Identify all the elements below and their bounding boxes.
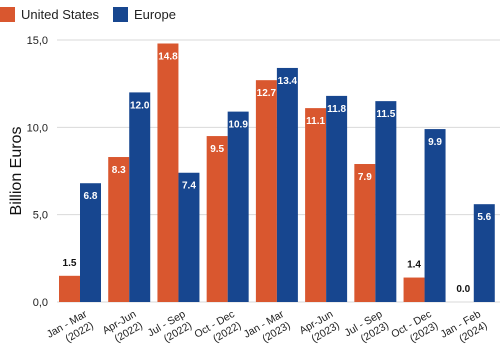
data-label: 8.3: [112, 165, 126, 176]
legend-label-2: Europe: [134, 7, 176, 22]
data-label: 6.8: [84, 191, 98, 202]
data-label: 9.9: [428, 137, 442, 148]
data-label: 7.9: [358, 172, 372, 183]
bar-united-states: [157, 43, 179, 302]
data-label: 13.4: [278, 76, 298, 87]
bar-europe: [227, 111, 249, 302]
bar-europe: [129, 92, 151, 303]
data-label: 11.1: [306, 116, 325, 127]
y-tick-label: 10,0: [27, 122, 48, 134]
bars: [59, 43, 495, 303]
legend: United States Europe: [0, 7, 176, 22]
x-axis-ticks: Jan - Mar(2022) Apr-Jun(2022) Jul - Sep(20…: [45, 308, 490, 345]
data-label: 12.7: [257, 88, 277, 99]
y-tick-label: 5,0: [33, 210, 48, 222]
bar-united-states: [108, 157, 130, 302]
data-label: 11.5: [376, 109, 395, 120]
x-tick-label: Oct - Dec(2023): [389, 308, 440, 345]
bar-united-states: [305, 108, 327, 303]
bar-united-states: [354, 164, 376, 302]
data-labels: 1.56.88.312.014.87.49.510.912.713.411.11…: [63, 51, 492, 295]
x-tick-label: Jan - Mar(2023): [242, 308, 293, 345]
x-tick-label: Jul - Sep(2022): [146, 308, 194, 345]
y-tick-label: 15,0: [27, 35, 48, 47]
bar-europe: [375, 101, 397, 302]
bar-united-states: [206, 136, 228, 302]
bar-united-states: [255, 80, 277, 302]
legend-swatch-1: [0, 7, 15, 22]
data-label: 5.6: [477, 212, 491, 223]
bar-europe: [326, 95, 348, 302]
x-tick-label: Jan - Mar(2022): [45, 308, 96, 345]
x-tick-label: Jan - Feb(2024): [438, 308, 489, 345]
x-tick-label: Apr-Jun(2022): [100, 308, 144, 345]
bar-europe: [424, 129, 446, 302]
data-label: 14.8: [158, 51, 178, 62]
data-label: 10.9: [228, 120, 248, 131]
legend-swatch-2: [113, 7, 128, 22]
data-label: 12.0: [130, 100, 150, 111]
x-tick-label: Jul - Sep(2023): [343, 308, 391, 345]
y-axis-title: Billion Euros: [8, 127, 25, 216]
x-tick-label: Oct - Dec(2022): [192, 308, 243, 345]
bar-europe: [473, 204, 495, 302]
y-axis-ticks: 0,0 5,0 10,0 15,0: [27, 35, 48, 309]
data-label: 1.4: [407, 260, 421, 271]
bar-europe: [178, 172, 200, 302]
bar-europe: [276, 67, 298, 303]
x-tick-label: Apr-Jun(2023): [297, 308, 341, 345]
data-label: 1.5: [63, 258, 77, 269]
bar-united-states: [59, 275, 80, 302]
data-label: 7.4: [182, 181, 196, 192]
bar-europe: [80, 183, 101, 302]
y-tick-label: 0,0: [33, 297, 48, 309]
data-label: 0.0: [456, 284, 470, 295]
legend-label-1: United States: [21, 7, 100, 22]
data-label: 11.8: [327, 104, 346, 115]
data-label: 9.5: [210, 144, 224, 155]
bar-united-states: [403, 277, 425, 302]
